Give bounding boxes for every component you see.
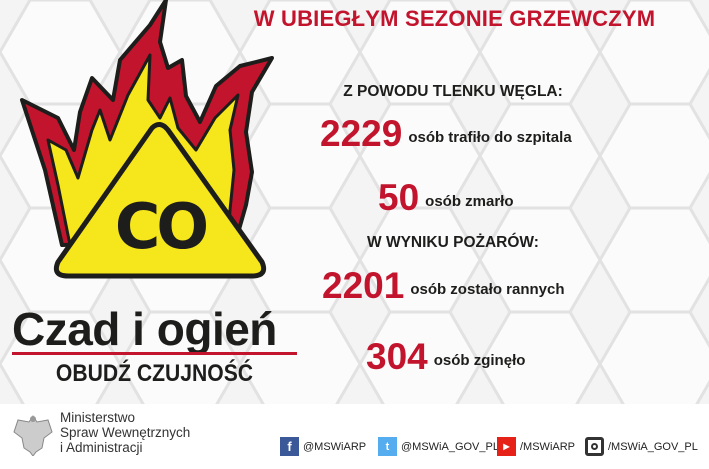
stat-injured: 2201 osób zostało rannych (322, 265, 565, 307)
social-instagram[interactable]: /MSWiA_GOV_PL (585, 437, 698, 456)
ministry-name: Ministerstwo Spraw Wewnętrznych i Admini… (60, 410, 190, 455)
social-handle: @MSWiA_GOV_PL (401, 440, 499, 453)
stat-label: osób trafiło do szpitala (408, 129, 572, 146)
ministry-line: Spraw Wewnętrznych (60, 425, 191, 440)
ministry-line: Ministerstwo (60, 410, 136, 425)
stat-hospitalized: 2229 osób trafiło do szpitala (320, 113, 572, 155)
stat-value: 50 (378, 177, 420, 218)
stat-value: 2229 (320, 113, 403, 154)
co-flame-logo: CO (20, 0, 274, 279)
ministry-line: i Administracji (60, 440, 143, 455)
social-twitter[interactable]: t @MSWiA_GOV_PL (378, 437, 499, 456)
fire-section-heading: W WYNIKU POŻARÓW: (367, 234, 539, 251)
stat-value: 304 (366, 336, 428, 377)
stat-co-deaths: 50 osób zmarło (378, 177, 514, 219)
social-youtube[interactable]: ▶ /MSWiARP (497, 437, 575, 456)
co-symbol: CO (115, 190, 207, 263)
social-handle: /MSWiARP (520, 440, 575, 453)
page-title: W UBIEGŁYM SEZONIE GRZEWCZYM (253, 6, 656, 31)
stat-label: osób zostało rannych (410, 281, 565, 298)
stat-fire-deaths: 304 osób zginęło (366, 336, 525, 378)
polish-eagle-emblem-icon (13, 415, 53, 456)
warning-triangle-icon (53, 122, 267, 279)
social-handle: /MSWiA_GOV_PL (608, 440, 698, 453)
co-section-heading: Z POWODU TLENKU WĘGLA: (343, 83, 563, 100)
facebook-icon: f (280, 437, 299, 456)
stat-value: 2201 (322, 265, 405, 306)
stat-label: osób zmarło (425, 193, 514, 210)
campaign-underline (12, 352, 297, 355)
youtube-icon: ▶ (497, 437, 516, 456)
social-facebook[interactable]: f @MSWiARP (280, 437, 366, 456)
stat-label: osób zginęło (433, 352, 526, 369)
social-handle: @MSWiARP (303, 440, 367, 453)
footer (0, 404, 709, 469)
campaign-name: Czad i ogień (12, 303, 277, 355)
campaign-slogan: OBUDŹ CZUJNOŚĆ (55, 360, 254, 387)
twitter-icon: t (378, 437, 397, 456)
instagram-icon (585, 437, 604, 456)
